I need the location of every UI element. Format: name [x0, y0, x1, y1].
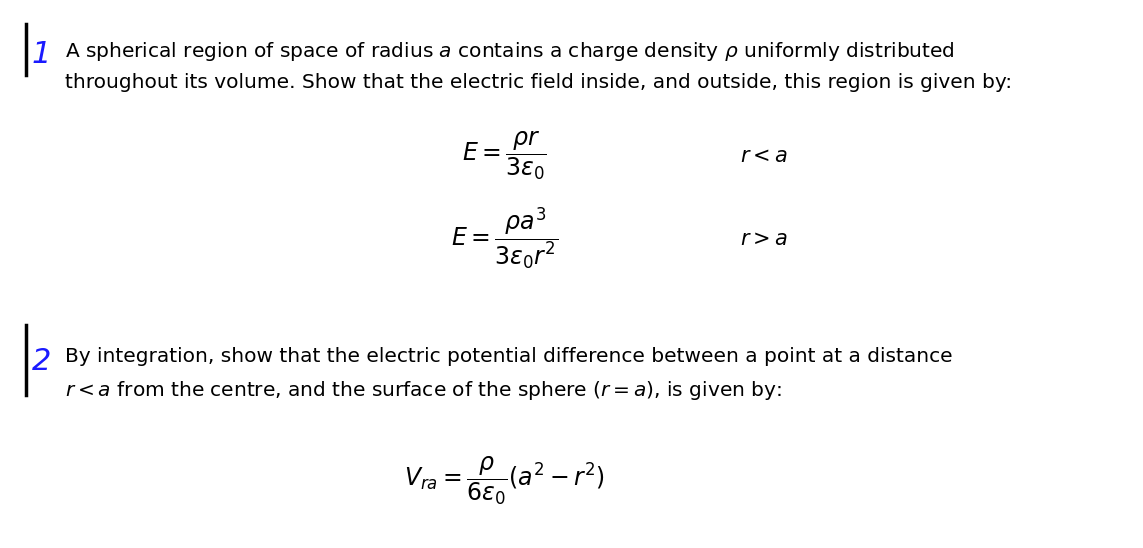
Text: $r < a$ from the centre, and the surface of the sphere $(r=a)$, is given by:: $r < a$ from the centre, and the surface… [65, 379, 782, 402]
Text: $E = \dfrac{\rho a^3}{3\varepsilon_0 r^2}$: $E = \dfrac{\rho a^3}{3\varepsilon_0 r^2… [450, 206, 558, 272]
Text: By integration, show that the electric potential difference between a point at a: By integration, show that the electric p… [65, 346, 953, 366]
Text: $V_{ra} = \dfrac{\rho}{6\varepsilon_0}\left(a^2 - r^2\right)$: $V_{ra} = \dfrac{\rho}{6\varepsilon_0}\l… [403, 454, 605, 507]
Text: $E = \dfrac{\rho r}{3\varepsilon_0}$: $E = \dfrac{\rho r}{3\varepsilon_0}$ [462, 129, 546, 182]
Text: throughout its volume. Show that the electric field inside, and outside, this re: throughout its volume. Show that the ele… [65, 73, 1013, 92]
Text: 1: 1 [32, 41, 51, 70]
Text: A spherical region of space of radius $a$ contains a charge density $\rho$ unifo: A spherical region of space of radius $a… [65, 41, 956, 64]
Text: $r < a$: $r < a$ [740, 146, 788, 166]
Text: $r > a$: $r > a$ [740, 229, 788, 249]
Text: 2: 2 [32, 346, 51, 375]
